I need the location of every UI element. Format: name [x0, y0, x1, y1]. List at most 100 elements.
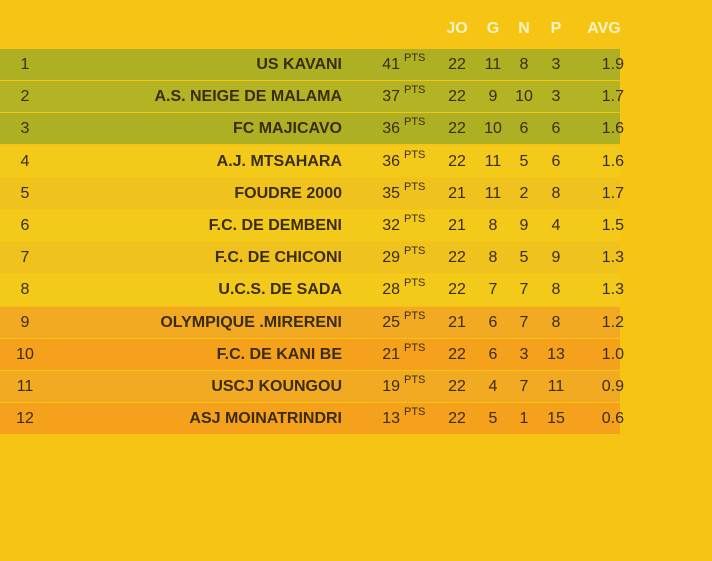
stat: 3	[551, 56, 561, 73]
points: 29	[382, 249, 400, 267]
points-unit: PTS	[404, 374, 426, 386]
column-header: P	[550, 20, 562, 37]
stat: 8	[488, 217, 498, 234]
points-unit: PTS	[404, 309, 426, 322]
rank: 3	[20, 120, 30, 138]
stat: 11	[484, 184, 502, 202]
team-name: ASJ MOINATRINDRI	[189, 410, 342, 428]
stat: 22	[448, 249, 466, 267]
points-unit: PTS	[404, 245, 426, 258]
stat: 1.3	[601, 249, 624, 267]
table-row: 2 A.S. NEIGE DE MALAMA 37 PTS 22 9 10 3 1.7	[0, 81, 624, 113]
stat: 22	[448, 378, 466, 395]
stat: 7	[519, 313, 529, 331]
stat: 1.3	[601, 281, 624, 299]
table-row: 8 U.C.S. DE SADA 28 PTS 22 7 7 8 1.3	[0, 274, 624, 306]
stat: 3	[551, 88, 561, 106]
stat: 22	[448, 56, 466, 73]
points: 25	[382, 313, 400, 331]
stat: 4	[551, 217, 561, 234]
stat: 1.9	[601, 56, 624, 73]
stat: 1.7	[601, 184, 624, 202]
rank: 9	[20, 313, 30, 331]
stat: 4	[488, 378, 498, 395]
stat: 6	[488, 345, 498, 363]
stat: 2	[519, 184, 529, 202]
table-row: 9 OLYMPIQUE .MIRERENI 25 PTS 21 6 7 8 1.2	[0, 306, 624, 338]
table-row: 10 F.C. DE KANI BE 21 PTS 22 6 3 13 1.0	[0, 338, 624, 370]
team-name: F.C. DE DEMBENI	[208, 217, 342, 234]
team-name: F.C. DE KANI BE	[216, 345, 342, 363]
stat: 6	[551, 120, 561, 138]
rank: 12	[16, 410, 34, 428]
points-unit: PTS	[404, 52, 426, 64]
team-name: U.C.S. DE SADA	[218, 281, 342, 299]
stat: 1.6	[601, 152, 624, 170]
stat: 22	[448, 152, 466, 170]
column-header: G	[486, 20, 500, 37]
stat: 8	[519, 56, 529, 73]
points-unit: PTS	[404, 148, 426, 161]
points-unit: PTS	[404, 84, 426, 97]
stat: 9	[488, 88, 498, 106]
rank: 7	[20, 249, 30, 267]
team-name: OLYMPIQUE .MIRERENI	[160, 313, 342, 331]
stat: 7	[519, 281, 529, 299]
table-row: 11 USCJ KOUNGOU 19 PTS 22 4 7 11 0.9	[0, 371, 624, 402]
column-header: AVG	[587, 20, 621, 37]
rank: 2	[20, 88, 30, 106]
table-row: 4 A.J. MTSAHARA 36 PTS 22 11 5 6 1.6	[0, 145, 624, 177]
stat: 22	[448, 345, 466, 363]
stat: 9	[551, 249, 561, 267]
rank: 1	[20, 56, 30, 73]
stat: 1.7	[601, 88, 624, 106]
stat: 1	[519, 410, 529, 428]
stat: 1.2	[601, 313, 624, 331]
team-name: A.S. NEIGE DE MALAMA	[154, 88, 342, 106]
table-row: 1 US KAVANI 41 PTS 22 11 8 3 1.9	[0, 49, 624, 80]
points-unit: PTS	[404, 180, 426, 193]
stat: 22	[448, 281, 466, 299]
rank: 4	[20, 152, 30, 170]
rank: 10	[16, 345, 34, 363]
stat: 21	[448, 217, 466, 234]
points-unit: PTS	[404, 213, 426, 225]
stat: 15	[547, 410, 565, 428]
stat: 0.6	[601, 410, 624, 428]
points: 36	[382, 120, 400, 138]
stat: 0.9	[601, 378, 624, 395]
table-row: 3 FC MAJICAVO 36 PTS 22 10 6 6 1.6	[0, 113, 624, 145]
team-name: A.J. MTSAHARA	[216, 152, 342, 170]
column-header: N	[518, 20, 530, 37]
table-row: 5 FOUDRE 2000 35 PTS 21 11 2 8 1.7	[0, 177, 624, 209]
stat: 1.6	[601, 120, 624, 138]
stat: 9	[519, 217, 529, 234]
table-row: 6 F.C. DE DEMBENI 32 PTS 21 8 9 4 1.5	[0, 210, 624, 241]
team-name: USCJ KOUNGOU	[211, 378, 342, 395]
stat: 5	[488, 410, 498, 428]
points-unit: PTS	[404, 116, 426, 129]
points: 35	[382, 184, 400, 202]
stat: 11	[547, 378, 565, 395]
stat: 5	[519, 249, 529, 267]
stat: 6	[488, 313, 498, 331]
stat: 13	[547, 345, 565, 363]
stat: 22	[448, 410, 466, 428]
stat: 22	[448, 120, 466, 138]
team-name: FOUDRE 2000	[234, 184, 342, 202]
stat: 21	[448, 184, 466, 202]
table-row: 12 ASJ MOINATRINDRI 13 PTS 22 5 1 15 0.6	[0, 403, 624, 435]
stat: 21	[448, 313, 466, 331]
stat: 8	[551, 313, 561, 331]
points: 28	[382, 281, 400, 299]
stat: 1.5	[601, 217, 624, 234]
stat: 8	[551, 281, 561, 299]
stat: 11	[484, 56, 502, 73]
points: 32	[382, 217, 400, 234]
points: 36	[382, 152, 400, 170]
stat: 8	[551, 184, 561, 202]
stat: 7	[519, 378, 529, 395]
rank: 8	[20, 281, 30, 299]
points-unit: PTS	[404, 341, 426, 354]
